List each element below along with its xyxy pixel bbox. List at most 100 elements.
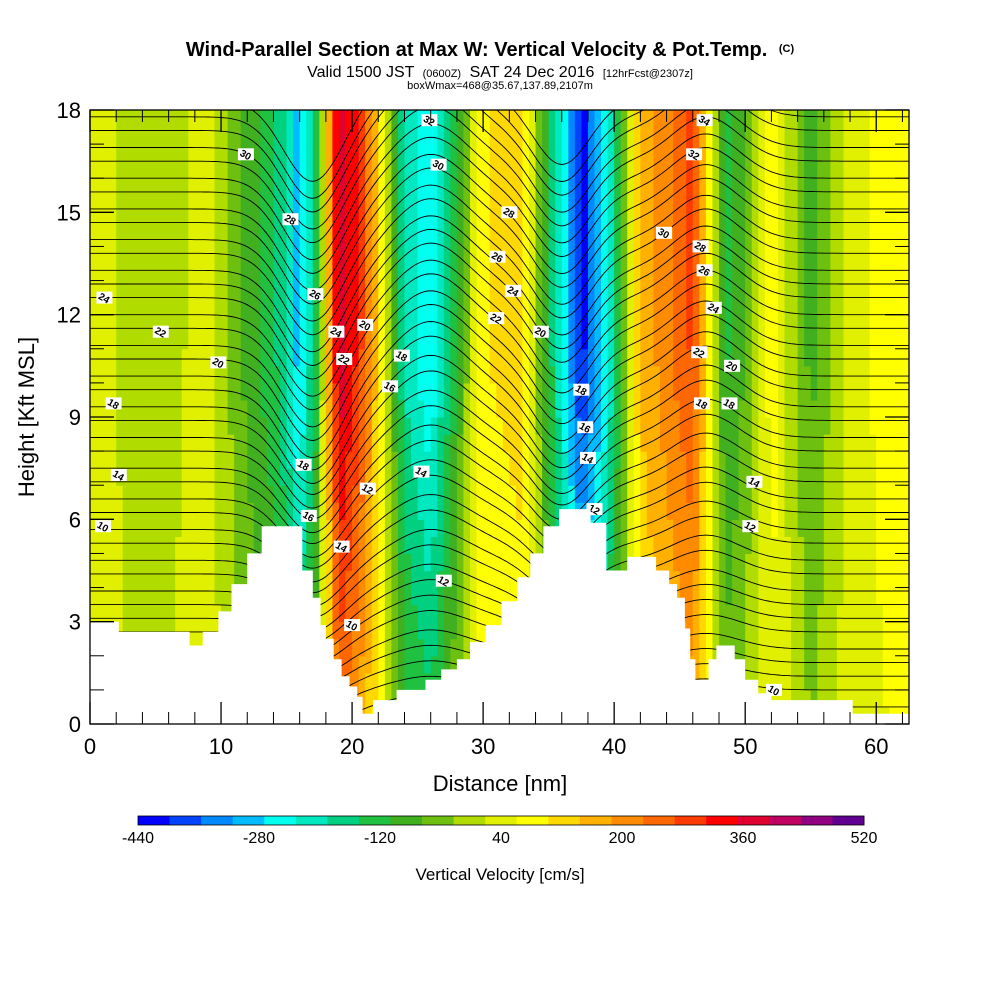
velocity-cell bbox=[404, 638, 412, 657]
velocity-cell bbox=[764, 417, 773, 435]
contour-label: 24 bbox=[96, 291, 112, 306]
velocity-cell bbox=[548, 195, 556, 213]
velocity-cell bbox=[751, 127, 759, 145]
velocity-cell bbox=[365, 161, 373, 179]
velocity-cell bbox=[568, 127, 576, 145]
velocity-cell bbox=[430, 229, 438, 248]
velocity-cell bbox=[758, 263, 766, 282]
velocity-cell bbox=[666, 485, 674, 503]
velocity-cell bbox=[555, 485, 563, 503]
velocity-cell bbox=[699, 144, 707, 162]
velocity-cell bbox=[601, 246, 609, 265]
velocity-cell bbox=[325, 229, 334, 248]
velocity-cell bbox=[332, 212, 340, 230]
velocity-cell bbox=[673, 536, 681, 555]
velocity-cell bbox=[214, 399, 222, 418]
velocity-cell bbox=[470, 502, 478, 520]
velocity-cell bbox=[221, 280, 229, 299]
velocity-cell bbox=[135, 468, 144, 486]
velocity-cell bbox=[686, 178, 694, 196]
velocity-cell bbox=[430, 417, 438, 435]
velocity-cell bbox=[240, 229, 248, 248]
contour-label-bg bbox=[105, 397, 122, 410]
velocity-cell bbox=[181, 212, 189, 230]
velocity-cell bbox=[686, 331, 694, 350]
velocity-cell bbox=[764, 519, 773, 537]
velocity-cell bbox=[745, 553, 753, 572]
velocity-cell bbox=[850, 195, 858, 213]
velocity-cell bbox=[456, 399, 465, 418]
theta-contour-line bbox=[90, 354, 909, 484]
velocity-cell bbox=[109, 161, 117, 179]
velocity-cell bbox=[699, 382, 707, 401]
velocity-cell bbox=[371, 382, 379, 401]
velocity-cell bbox=[443, 127, 451, 145]
velocity-cell bbox=[371, 110, 379, 128]
velocity-cell bbox=[764, 638, 773, 657]
velocity-cell bbox=[699, 519, 707, 537]
velocity-cell bbox=[673, 434, 681, 452]
velocity-cell bbox=[411, 451, 419, 469]
velocity-cell bbox=[384, 468, 392, 486]
velocity-cell bbox=[148, 570, 157, 589]
velocity-cell bbox=[358, 621, 366, 640]
velocity-cell bbox=[869, 365, 877, 384]
velocity-cell bbox=[424, 178, 432, 196]
velocity-cell bbox=[673, 212, 681, 230]
velocity-cell bbox=[483, 127, 491, 145]
velocity-cell bbox=[286, 161, 294, 179]
velocity-cell bbox=[843, 655, 851, 674]
velocity-cell bbox=[751, 280, 759, 299]
velocity-cell bbox=[764, 331, 773, 350]
contour-label: 14 bbox=[746, 476, 762, 491]
velocity-cell bbox=[384, 212, 392, 230]
velocity-cell bbox=[601, 434, 609, 452]
colorbar-tick-label: 200 bbox=[609, 830, 636, 847]
velocity-cell bbox=[810, 655, 818, 674]
velocity-cell bbox=[836, 434, 845, 452]
velocity-cell bbox=[791, 127, 799, 145]
velocity-cell bbox=[227, 485, 235, 503]
velocity-cell bbox=[607, 502, 615, 520]
velocity-cell bbox=[397, 553, 406, 572]
velocity-cell bbox=[889, 553, 897, 572]
velocity-cell bbox=[456, 604, 465, 623]
velocity-cell bbox=[777, 485, 786, 503]
velocity-cell bbox=[869, 127, 877, 145]
velocity-cell bbox=[404, 365, 412, 384]
terrain bbox=[90, 509, 909, 724]
velocity-cell bbox=[221, 331, 229, 350]
velocity-cell bbox=[797, 417, 805, 435]
velocity-cell bbox=[568, 382, 576, 401]
velocity-cell bbox=[561, 127, 569, 145]
velocity-cell bbox=[175, 553, 183, 572]
velocity-cell bbox=[109, 212, 117, 230]
velocity-cell bbox=[397, 382, 406, 401]
velocity-cell bbox=[889, 297, 897, 316]
velocity-cell bbox=[542, 110, 550, 128]
velocity-cell bbox=[895, 451, 904, 469]
velocity-cell bbox=[417, 553, 425, 572]
velocity-cell bbox=[371, 331, 379, 350]
velocity-cell bbox=[325, 536, 334, 555]
theta-contour-line bbox=[90, 153, 909, 291]
velocity-cell bbox=[306, 536, 314, 555]
velocity-cell bbox=[188, 246, 196, 265]
velocity-cell bbox=[666, 195, 674, 213]
velocity-cell bbox=[660, 451, 668, 469]
velocity-cell bbox=[863, 178, 871, 196]
velocity-cell bbox=[175, 280, 183, 299]
velocity-cell bbox=[660, 144, 668, 162]
velocity-cell bbox=[699, 417, 707, 435]
velocity-cell bbox=[863, 348, 871, 367]
velocity-cell bbox=[247, 212, 255, 230]
velocity-cell bbox=[240, 536, 248, 555]
velocity-cell bbox=[850, 212, 858, 230]
velocity-cell bbox=[620, 161, 628, 179]
velocity-cell bbox=[384, 638, 392, 657]
velocity-cell bbox=[175, 536, 183, 555]
velocity-cell bbox=[194, 263, 202, 282]
velocity-cell bbox=[830, 553, 838, 572]
velocity-cell bbox=[411, 399, 419, 418]
velocity-cell bbox=[188, 382, 196, 401]
